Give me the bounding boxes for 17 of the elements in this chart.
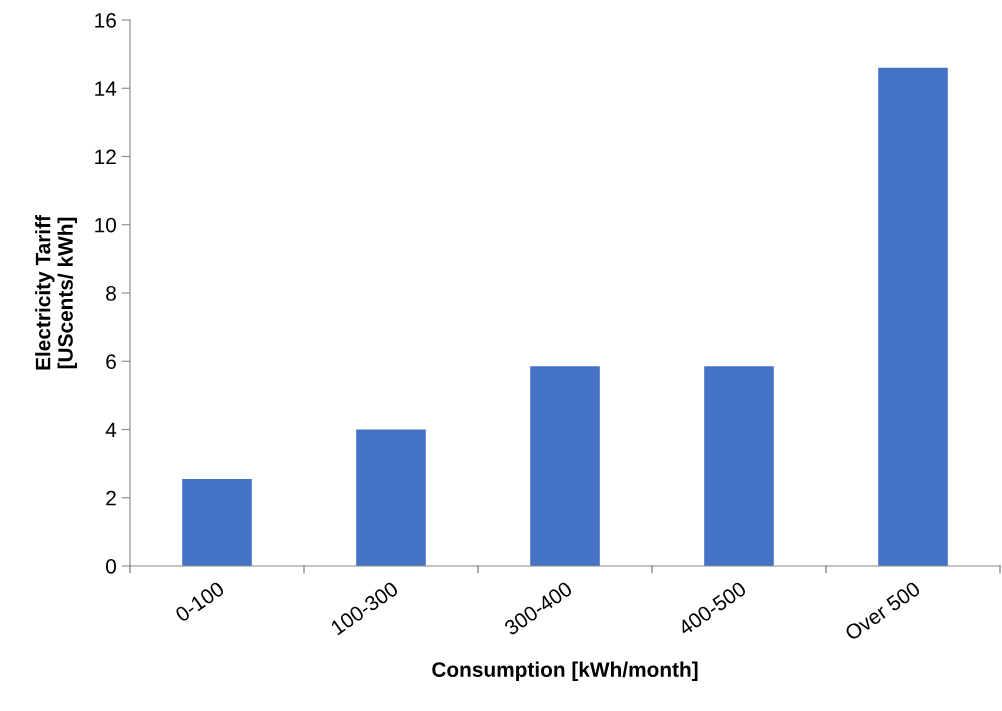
y-tick-label: 6 (106, 354, 116, 369)
bar (356, 429, 426, 566)
y-tick-label: 16 (95, 13, 116, 28)
bar (878, 67, 948, 566)
bar (704, 366, 774, 566)
y-tick-label: 0 (106, 559, 116, 574)
y-tick-label: 10 (95, 217, 116, 233)
y-tick-label: 8 (106, 286, 116, 301)
y-axis-title: Electricity Tariff [UScents/ kWh] (35, 214, 77, 370)
y-tick-label: 4 (105, 422, 117, 438)
x-tick-label: Over 500 (843, 580, 922, 642)
y-tick-label: 14 (95, 81, 117, 96)
bar (182, 478, 252, 566)
x-axis-title: Consumption [kWh/month] (432, 661, 698, 682)
y-tick-label: 2 (106, 490, 116, 506)
bar (530, 366, 600, 566)
y-tick-label: 12 (95, 149, 116, 165)
